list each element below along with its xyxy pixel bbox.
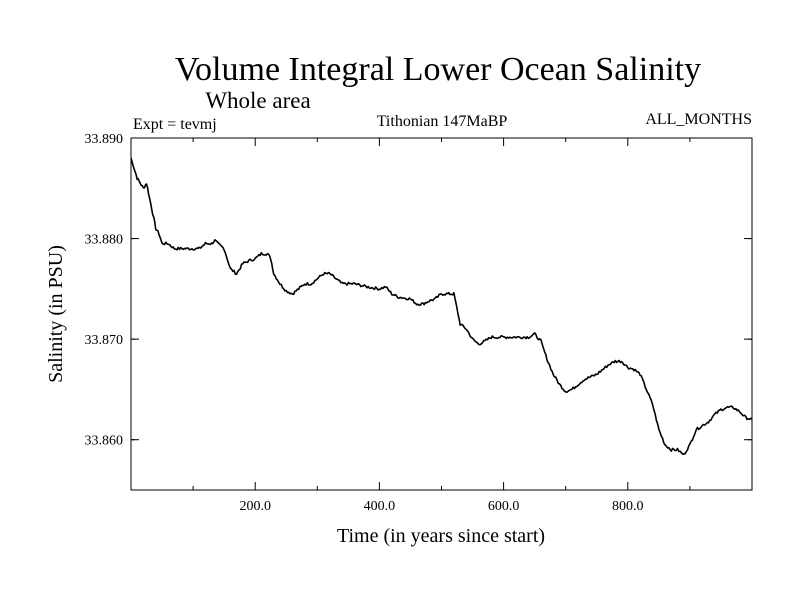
y-tick-label: 33.860 [85,434,124,449]
plot-frame [130,137,753,491]
chart-subtitle: Whole area [205,88,310,113]
x-tick-label: 800.0 [612,499,644,514]
experiment-label: Expt = tevmj [133,116,217,133]
y-tick-label: 33.870 [85,333,124,348]
x-axis-title: Time (in years since start) [337,525,545,547]
series-line [130,157,753,455]
chart-title: Volume Integral Lower Ocean Salinity [175,51,701,88]
y-tick-label: 33.890 [85,132,124,147]
period-label: Tithonian 147MaBP [377,113,508,130]
x-tick-label: 200.0 [239,499,271,514]
x-axis: 200.0 400.0 600.0 800.0 [192,138,691,514]
y-tick-label: 33.880 [85,233,124,248]
months-label: ALL_MONTHS [645,111,752,128]
x-tick-label: 400.0 [364,499,396,514]
x-tick-label: 600.0 [488,499,520,514]
y-axis-title: Salinity (in PSU) [45,245,67,383]
y-axis: 33.890 33.880 33.870 33.860 [85,132,752,449]
